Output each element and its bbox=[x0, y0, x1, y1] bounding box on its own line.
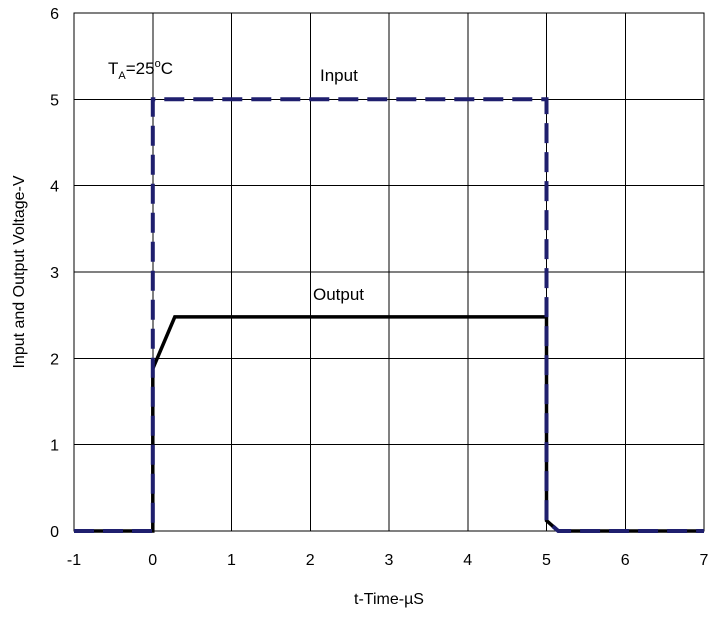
y-tick-label: 2 bbox=[50, 351, 59, 368]
y-tick-label: 0 bbox=[50, 524, 59, 541]
output-series-label: Output bbox=[313, 285, 364, 304]
x-tick-label: 2 bbox=[306, 552, 315, 569]
x-tick-label: 3 bbox=[385, 552, 394, 569]
x-tick-label: 6 bbox=[621, 552, 630, 569]
input-series-label: Input bbox=[320, 66, 358, 85]
y-tick-label: 6 bbox=[50, 6, 59, 23]
y-tick-label: 3 bbox=[50, 265, 59, 282]
series-layer bbox=[74, 97, 704, 533]
y-tick-label: 4 bbox=[50, 179, 59, 196]
x-tick-label: 0 bbox=[148, 552, 157, 569]
x-tick-label: 1 bbox=[227, 552, 236, 569]
grid bbox=[73, 12, 705, 532]
x-axis-label: t-Time-µS bbox=[354, 591, 424, 608]
x-tick-label: 7 bbox=[700, 552, 709, 569]
y-tick-label: 1 bbox=[50, 438, 59, 455]
tick-labels: -1 0 1 2 3 4 5 6 7 0 1 2 3 4 5 6 bbox=[50, 6, 708, 569]
y-tick-label: 5 bbox=[50, 92, 59, 109]
x-tick-label: -1 bbox=[67, 552, 81, 569]
plot-frame bbox=[73, 12, 705, 532]
x-tick-label: 4 bbox=[463, 552, 472, 569]
y-axis-label: Input and Output Voltage-V bbox=[11, 175, 28, 368]
series-line-input bbox=[74, 97, 704, 533]
temperature-annotation: TA=25oC bbox=[108, 58, 173, 82]
x-tick-label: 5 bbox=[542, 552, 551, 569]
